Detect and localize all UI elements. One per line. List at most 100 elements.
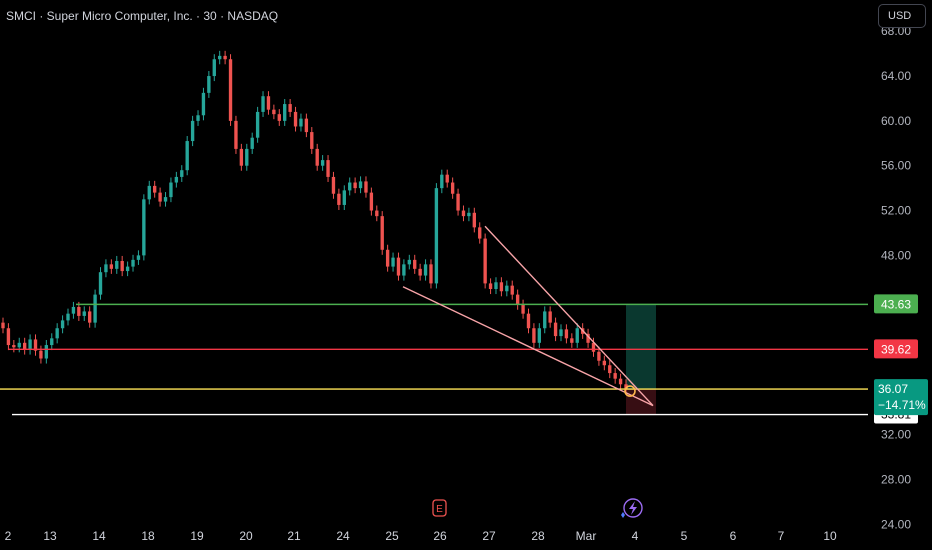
candle — [201, 87, 206, 121]
candle — [250, 132, 254, 154]
candle — [429, 259, 433, 289]
candle-body — [234, 120, 238, 149]
candle-body — [483, 238, 487, 284]
x-tick-label: 2 — [5, 529, 12, 543]
candle — [293, 106, 298, 132]
candle — [624, 379, 628, 394]
candle — [483, 233, 487, 289]
candle-body — [93, 294, 97, 323]
candle-body — [174, 176, 179, 183]
candle-body — [391, 257, 395, 267]
candle-body — [255, 111, 260, 138]
candle-body — [526, 313, 531, 329]
candle — [174, 171, 179, 188]
candle-body — [6, 328, 11, 346]
candle — [87, 306, 92, 328]
candle — [553, 317, 558, 342]
candle-body — [564, 329, 569, 339]
candle-body — [396, 257, 401, 276]
candle — [50, 333, 54, 351]
candle — [239, 143, 244, 171]
x-tick-label: 19 — [190, 529, 204, 543]
candle-body — [180, 170, 184, 177]
candle — [353, 177, 357, 194]
candle-body — [543, 311, 547, 329]
candle — [190, 115, 195, 147]
candle-body — [223, 55, 227, 60]
candle — [158, 187, 162, 207]
x-tick-label: 27 — [482, 529, 496, 543]
candle-body — [288, 104, 292, 112]
symbol-title: SMCI · Super Micro Computer, Inc. · 30 ·… — [6, 9, 279, 23]
candle — [602, 355, 607, 371]
candle — [342, 185, 346, 210]
candle — [261, 91, 265, 117]
candle-body — [521, 304, 525, 314]
x-tick-label: 14 — [92, 529, 106, 543]
candle — [499, 277, 504, 297]
candle — [559, 324, 563, 342]
target-zone — [626, 304, 656, 390]
candle-body — [320, 160, 325, 166]
candle — [337, 188, 341, 210]
candle-body — [104, 264, 108, 273]
candle-body — [342, 190, 346, 205]
candle — [586, 328, 590, 348]
candle-body — [418, 268, 422, 276]
y-tick-label: 28.00 — [881, 473, 911, 487]
candle-body — [239, 148, 244, 166]
candle — [207, 71, 211, 98]
candle — [445, 169, 449, 188]
candle-body — [87, 311, 92, 323]
candle — [575, 323, 579, 348]
candle — [440, 169, 444, 194]
candle — [320, 155, 325, 171]
candle-body — [515, 294, 520, 305]
candle-body — [147, 185, 151, 200]
candle-body — [375, 210, 379, 217]
candle — [234, 115, 238, 154]
candle-body — [364, 181, 368, 193]
candle — [82, 306, 86, 321]
candle — [288, 99, 292, 117]
y-tick-label: 52.00 — [881, 204, 911, 218]
currency-button[interactable]: USD — [878, 4, 926, 28]
candle-body — [33, 339, 38, 351]
candle — [537, 323, 542, 348]
candle — [402, 259, 406, 281]
candle-body — [440, 174, 444, 189]
candle-body — [158, 192, 162, 202]
candle — [315, 143, 319, 171]
candle — [120, 255, 124, 277]
candle — [266, 91, 271, 115]
candle — [153, 180, 157, 198]
candle-body — [250, 137, 254, 149]
candle — [613, 368, 617, 384]
candle — [180, 165, 184, 182]
candle-body — [337, 193, 341, 205]
candle — [17, 337, 21, 353]
candle-body — [505, 285, 509, 292]
candle — [125, 261, 130, 277]
candle-body — [385, 249, 390, 267]
y-tick-label: 48.00 — [881, 248, 911, 262]
candle — [418, 263, 422, 281]
candle-body — [169, 182, 173, 198]
candle-body — [71, 306, 76, 314]
x-tick-label: Mar — [576, 529, 597, 543]
candle-body — [499, 282, 504, 292]
candle — [423, 259, 428, 281]
candle-body — [304, 118, 309, 133]
candle-body — [369, 192, 374, 211]
candle-body — [331, 176, 336, 194]
candle-body — [153, 185, 157, 193]
candle-body — [618, 378, 623, 385]
candle — [413, 254, 417, 274]
x-tick-label: 25 — [385, 529, 399, 543]
candle — [28, 334, 32, 355]
candle — [396, 252, 401, 281]
candle-body — [310, 132, 314, 149]
candle — [33, 334, 38, 356]
candle — [223, 50, 227, 65]
